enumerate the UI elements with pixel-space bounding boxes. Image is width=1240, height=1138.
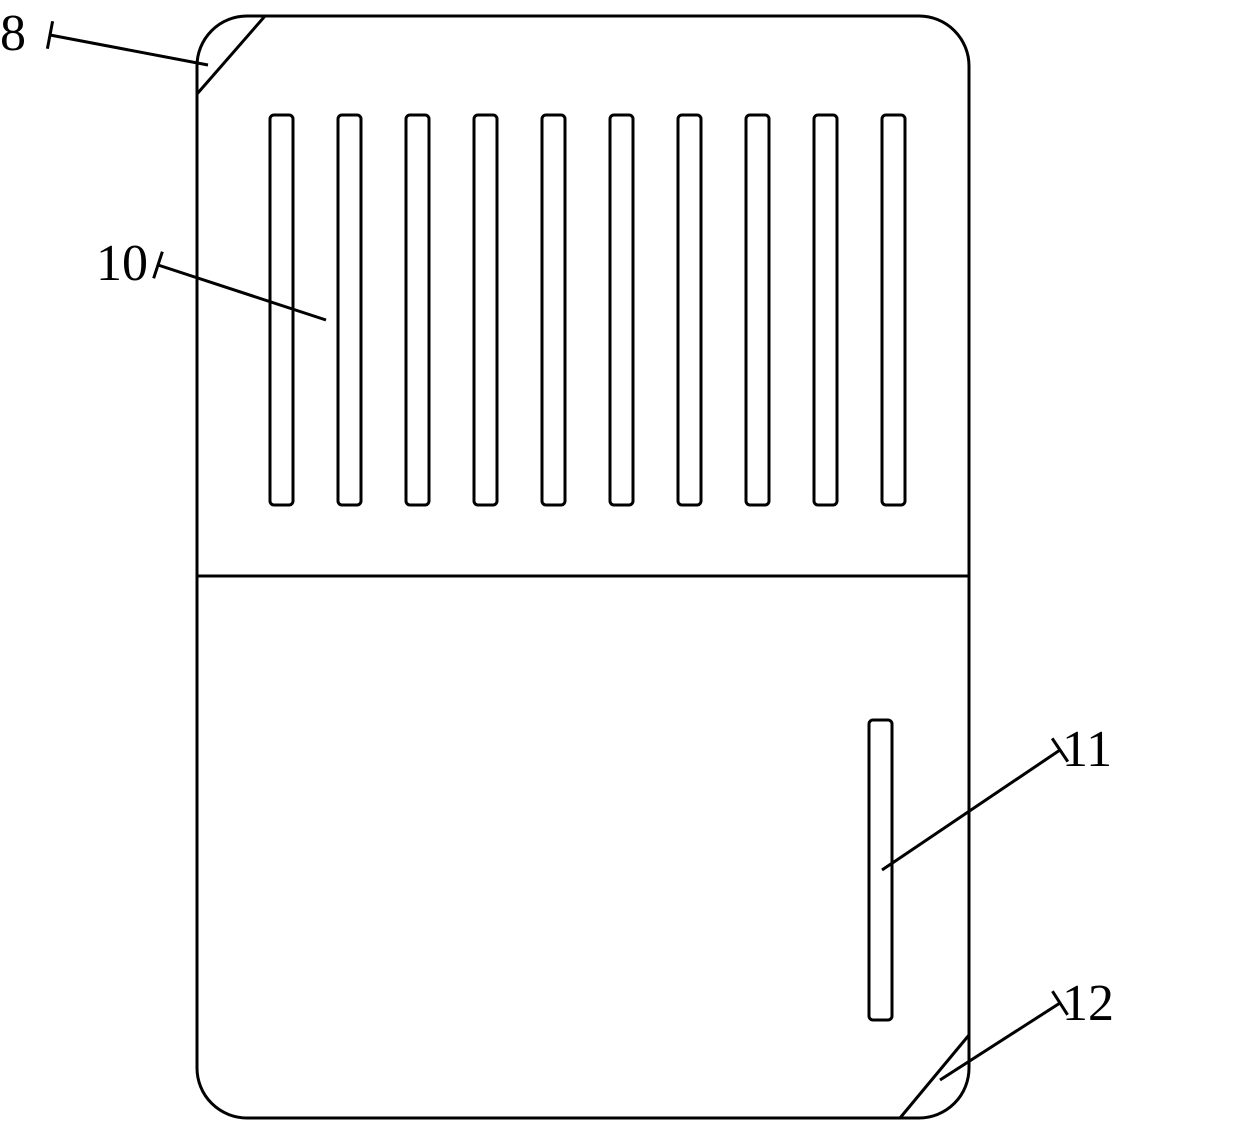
top-slot	[814, 115, 837, 505]
corner-cut-top-left	[197, 16, 265, 94]
leader-line-11	[882, 750, 1060, 870]
right-slot	[869, 720, 892, 1020]
top-slot	[610, 115, 633, 505]
diagram-container: 8 10 11 12	[0, 0, 1240, 1138]
technical-diagram: 8 10 11 12	[0, 0, 1240, 1138]
top-slot	[882, 115, 905, 505]
top-slot	[474, 115, 497, 505]
leader-line-12	[940, 1003, 1060, 1080]
callout-label-8: 8	[0, 5, 26, 62]
callout-label-10: 10	[96, 235, 148, 292]
top-slot	[678, 115, 701, 505]
top-slot	[406, 115, 429, 505]
callout-label-11: 11	[1062, 721, 1112, 778]
corner-cut-bottom-right	[900, 1035, 969, 1118]
top-slot	[746, 115, 769, 505]
top-slot	[270, 115, 293, 505]
leader-line-8	[50, 35, 208, 65]
outer-body	[197, 16, 969, 1118]
top-slot	[338, 115, 361, 505]
leader-line-10	[158, 265, 326, 320]
callout-label-12: 12	[1062, 975, 1114, 1032]
top-slot	[542, 115, 565, 505]
